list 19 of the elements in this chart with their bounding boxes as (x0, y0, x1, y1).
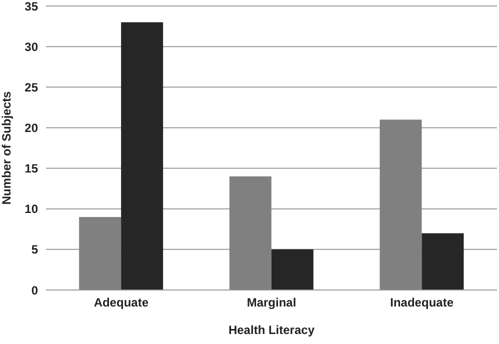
y-tick-label: 20 (24, 120, 38, 135)
bar (380, 120, 422, 290)
y-tick-label: 15 (24, 162, 38, 176)
x-tick-label: Inadequate (390, 296, 454, 310)
bar (121, 22, 164, 290)
bar (422, 233, 464, 290)
bar (271, 249, 314, 290)
y-tick-label: 30 (24, 40, 38, 54)
x-tick-label: Adequate (94, 296, 149, 310)
y-tick-label: 25 (24, 80, 38, 94)
y-axis-title: Number of Subjects (0, 91, 14, 205)
x-tick-label: Marginal (246, 296, 296, 310)
y-tick-label: 5 (31, 242, 38, 257)
y-tick-label: 0 (31, 283, 38, 298)
bar (229, 176, 272, 290)
y-tick-label: 35 (24, 0, 38, 14)
bar (79, 216, 122, 290)
x-axis-title: Health Literacy (228, 323, 315, 337)
y-tick-label: 10 (24, 202, 38, 216)
